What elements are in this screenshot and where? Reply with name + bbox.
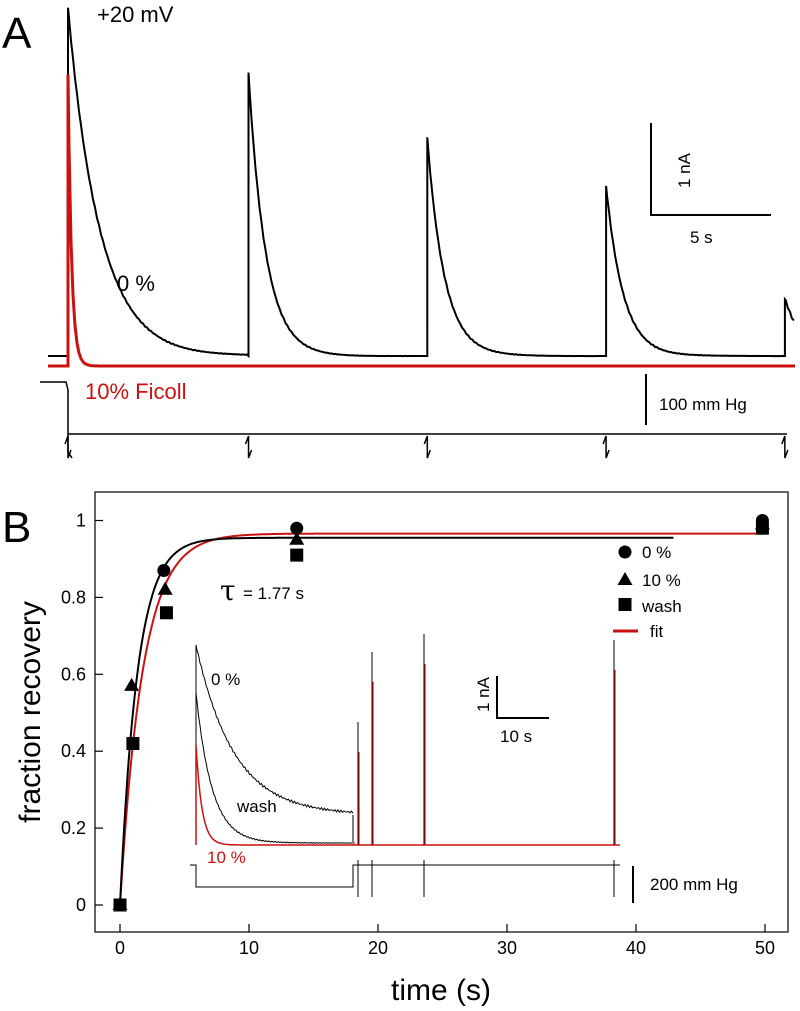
inset-scalebar-current-time bbox=[496, 676, 549, 719]
inset-wash-label: wash bbox=[236, 797, 277, 816]
marker-10-percent bbox=[157, 581, 173, 595]
legend-square-icon bbox=[618, 598, 632, 611]
marker-wash bbox=[126, 737, 140, 751]
x-tick-label: 30 bbox=[497, 938, 517, 958]
x-axis-title: time (s) bbox=[391, 974, 491, 1007]
panel-b-letter: B bbox=[2, 503, 31, 552]
x-tick-label: 10 bbox=[239, 938, 259, 958]
marker-wash bbox=[290, 548, 304, 562]
trace-0-percent bbox=[48, 7, 795, 359]
marker-10-percent bbox=[124, 677, 140, 691]
inset-trace-10-percent bbox=[195, 744, 620, 846]
marker-wash bbox=[755, 521, 769, 535]
legend-label-fit: fit bbox=[650, 622, 664, 641]
pressure-pulse bbox=[244, 435, 253, 459]
scalebar-pressure-label: 100 mm Hg bbox=[659, 395, 747, 414]
pressure-trace-a bbox=[40, 381, 789, 459]
y-tick-label: 0.8 bbox=[61, 587, 86, 607]
y-tick-label: 1 bbox=[76, 511, 86, 531]
legend-label-0: 0 % bbox=[642, 543, 671, 562]
voltage-label: +20 mV bbox=[97, 2, 174, 27]
inset-pressure-trace bbox=[190, 864, 620, 888]
legend-label-10: 10 % bbox=[642, 571, 681, 590]
y-tick-label: 0.2 bbox=[61, 818, 86, 838]
y-tick-label: 0 bbox=[76, 895, 86, 915]
x-tick-label: 40 bbox=[626, 938, 646, 958]
y-axis-title: fraction recovery bbox=[14, 601, 47, 823]
inset-0-percent-label: 0 % bbox=[211, 670, 240, 689]
legend: 0 % 10 % wash fit bbox=[613, 543, 682, 641]
y-tick-label: 0.6 bbox=[61, 664, 86, 684]
inset-trace-wash bbox=[195, 690, 354, 844]
tau-value: = 1.77 s bbox=[243, 584, 304, 603]
inset-trace-0-percent bbox=[195, 644, 354, 843]
panel-a-traces bbox=[48, 7, 795, 368]
pressure-pulse bbox=[602, 435, 610, 459]
fit-curves bbox=[119, 532, 764, 906]
tau-symbol: τ bbox=[220, 574, 236, 607]
fit-curve-fit bbox=[119, 532, 764, 906]
y-tick-label: 0.4 bbox=[61, 741, 86, 761]
pressure-pulse bbox=[423, 435, 432, 459]
marker-10-percent bbox=[289, 531, 305, 545]
panel-a: A +20 mV 0 % 10% Ficoll 1 nA 5 s 100 mm … bbox=[2, 2, 795, 459]
inset-10-percent-label: 10 % bbox=[207, 848, 246, 867]
inset-scalebar-pressure-label: 200 mm Hg bbox=[650, 875, 738, 894]
inset bbox=[190, 634, 620, 897]
scalebar-current-label: 1 nA bbox=[675, 152, 694, 188]
marker-0-percent bbox=[290, 521, 304, 535]
pressure-pulse bbox=[781, 435, 789, 459]
axis-ticks: 0 10 20 30 40 50 0 0.2 0.4 0.6 0.8 1 bbox=[61, 511, 775, 959]
fit-curve-fit-0% bbox=[119, 536, 674, 906]
plot-frame bbox=[94, 491, 789, 933]
x-tick-label: 20 bbox=[368, 938, 388, 958]
pressure-pulse bbox=[64, 435, 72, 459]
x-tick-label: 0 bbox=[115, 938, 125, 958]
scalebar-current-time bbox=[650, 123, 771, 216]
legend-triangle-icon bbox=[617, 572, 633, 585]
data-markers bbox=[112, 514, 770, 912]
marker-wash bbox=[159, 606, 173, 620]
panel-b: B 0 10 20 30 40 50 0 0.2 0.4 0.6 0.8 1 time (s) fra… bbox=[2, 491, 789, 1007]
trace-ficoll-label: 10% Ficoll bbox=[85, 379, 186, 404]
scalebar-time-label: 5 s bbox=[690, 228, 713, 247]
trace-ficoll bbox=[48, 74, 795, 368]
x-tick-label: 50 bbox=[755, 938, 775, 958]
panel-a-letter: A bbox=[2, 9, 32, 58]
legend-circle-icon bbox=[618, 545, 632, 559]
legend-label-wash: wash bbox=[641, 597, 682, 616]
inset-scalebar-time-label: 10 s bbox=[500, 727, 532, 746]
pressure-step bbox=[40, 381, 73, 459]
marker-0-percent bbox=[157, 563, 171, 577]
marker-wash bbox=[113, 898, 127, 912]
trace-0-percent-label: 0 % bbox=[117, 271, 155, 296]
inset-scalebar-current-label: 1 nA bbox=[474, 676, 493, 712]
